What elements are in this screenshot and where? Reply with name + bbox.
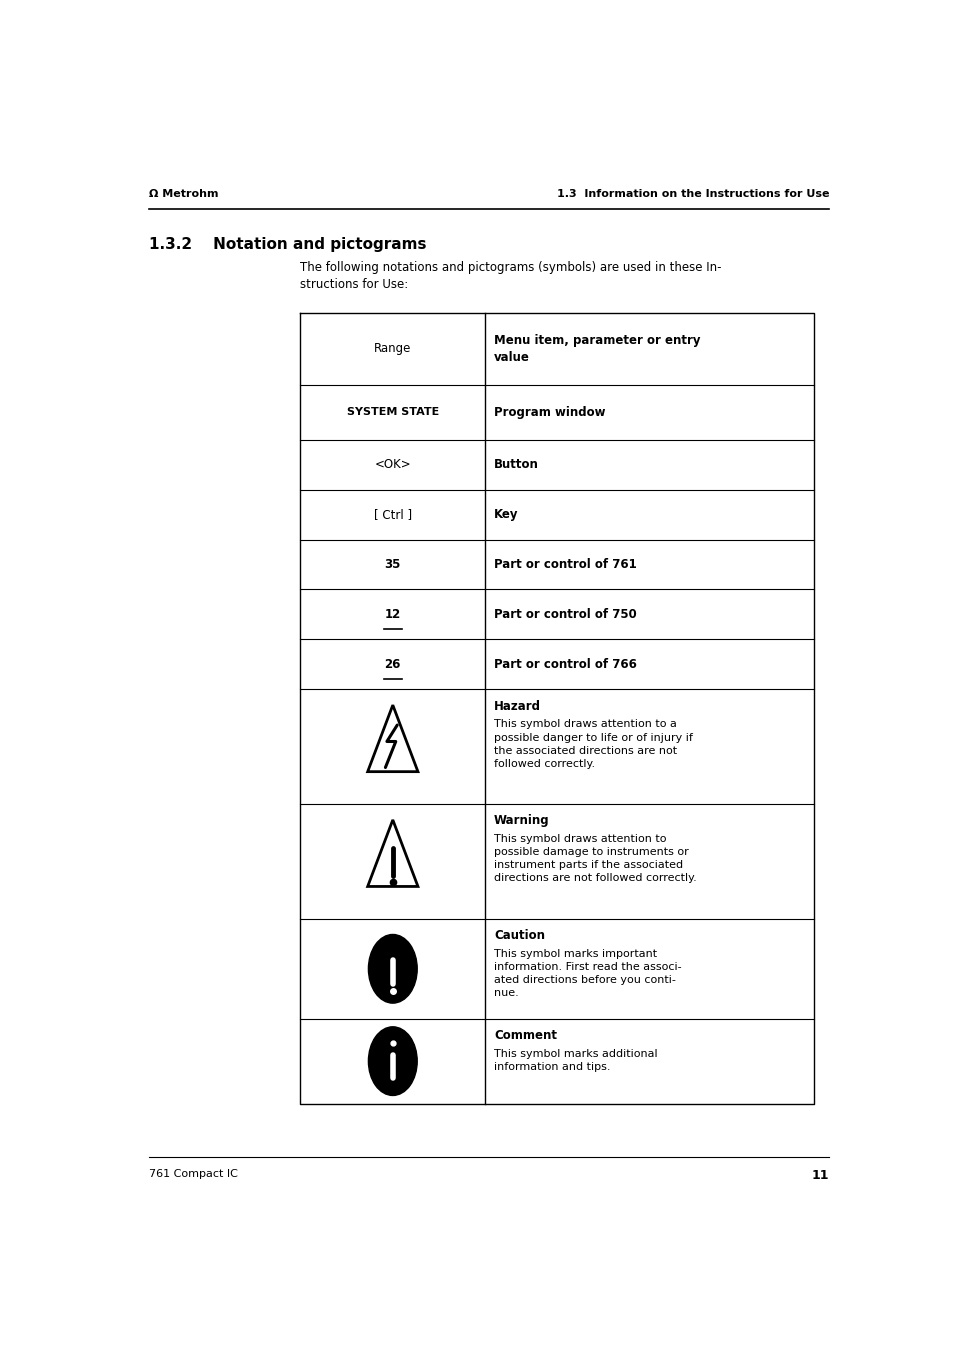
Text: Part or control of 766: Part or control of 766: [494, 658, 637, 671]
Circle shape: [368, 935, 416, 1004]
Text: 761 Compact IC: 761 Compact IC: [149, 1169, 237, 1179]
Text: This symbol draws attention to
possible damage to instruments or
instrument part: This symbol draws attention to possible …: [494, 835, 696, 884]
Text: 12: 12: [384, 608, 400, 621]
Text: Ω Metrohm: Ω Metrohm: [149, 189, 218, 199]
Text: Menu item, parameter or entry
value: Menu item, parameter or entry value: [494, 334, 700, 363]
Text: Warning: Warning: [494, 815, 549, 828]
Text: Hazard: Hazard: [494, 700, 540, 713]
Text: Range: Range: [374, 342, 411, 355]
Text: Part or control of 761: Part or control of 761: [494, 558, 637, 571]
Text: Button: Button: [494, 458, 538, 471]
Text: 1.3  Information on the Instructions for Use: 1.3 Information on the Instructions for …: [556, 189, 828, 199]
Text: <OK>: <OK>: [375, 458, 411, 471]
Text: Part or control of 750: Part or control of 750: [494, 608, 637, 621]
Text: Key: Key: [494, 508, 518, 521]
Text: The following notations and pictograms (symbols) are used in these In-
struction: The following notations and pictograms (…: [300, 261, 721, 290]
Text: 1.3.2    Notation and pictograms: 1.3.2 Notation and pictograms: [149, 236, 426, 253]
Text: SYSTEM STATE: SYSTEM STATE: [346, 407, 438, 417]
Text: Caution: Caution: [494, 929, 544, 942]
Text: [ Ctrl ]: [ Ctrl ]: [374, 508, 412, 521]
Text: 11: 11: [811, 1169, 828, 1182]
Text: Comment: Comment: [494, 1029, 557, 1042]
Text: Program window: Program window: [494, 405, 605, 419]
Text: This symbol marks important
information. First read the associ-
ated directions : This symbol marks important information.…: [494, 948, 681, 998]
Text: This symbol marks additional
information and tips.: This symbol marks additional information…: [494, 1048, 657, 1071]
Text: 35: 35: [384, 558, 400, 571]
Circle shape: [368, 1027, 416, 1096]
Text: This symbol draws attention to a
possible danger to life or of injury if
the ass: This symbol draws attention to a possibl…: [494, 720, 692, 769]
Text: 26: 26: [384, 658, 400, 671]
